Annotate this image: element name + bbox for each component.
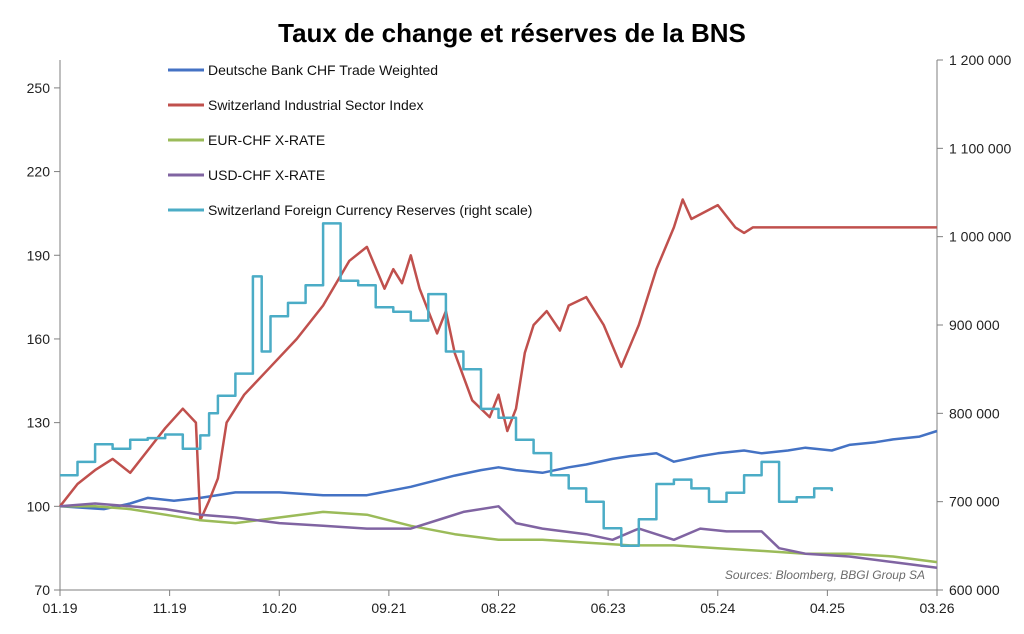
legend-label-industrial: Switzerland Industrial Sector Index — [208, 97, 424, 113]
legend: Deutsche Bank CHF Trade Weighted Switzerl… — [168, 62, 532, 218]
source-note: Sources: Bloomberg, BBGI Group SA — [725, 568, 925, 582]
left-tick-label: 160 — [27, 331, 51, 347]
chart-title: Taux de change et réserves de la BNS — [278, 18, 746, 48]
left-tick-label: 190 — [27, 247, 51, 263]
series-layer — [59, 198, 938, 569]
legend-label-db: Deutsche Bank CHF Trade Weighted — [208, 62, 438, 78]
right-tick-label: 900 000 — [949, 317, 1000, 333]
right-tick-label: 1 200 000 — [949, 52, 1011, 68]
left-tick-label: 220 — [27, 164, 51, 180]
right-tick-label: 1 000 000 — [949, 229, 1011, 245]
left-tick-label: 100 — [27, 498, 51, 514]
right-tick-label: 1 100 000 — [949, 140, 1011, 156]
series-line-industrial — [59, 198, 937, 522]
right-tick-label: 600 000 — [949, 582, 1000, 598]
x-tick-label: 08.22 — [481, 600, 516, 616]
legend-label-usdchf: USD-CHF X-RATE — [208, 167, 325, 183]
left-tick-label: 70 — [34, 582, 50, 598]
x-tick-label: 11.19 — [153, 600, 187, 616]
x-tick-label: 01.19 — [42, 600, 77, 616]
x-axis-ticks: 01.19 11.19 10.20 09.21 08.22 06.23 05.24 04.25… — [42, 590, 955, 616]
series-line-db — [59, 429, 938, 511]
x-tick-label: 06.23 — [591, 600, 626, 616]
legend-label-reserves: Switzerland Foreign Currency Reserves (r… — [208, 202, 532, 218]
x-tick-label: 03.26 — [919, 600, 954, 616]
series-line-usdchf — [59, 502, 938, 569]
legend-label-eurchf: EUR-CHF X-RATE — [208, 132, 325, 148]
left-tick-label: 250 — [27, 80, 51, 96]
x-tick-label: 10.20 — [262, 600, 297, 616]
right-axis-ticks: 600 000 700 000 800 000 900 000 1 000 000 1 1… — [937, 52, 1011, 598]
x-tick-label: 09.21 — [371, 600, 406, 616]
right-tick-label: 700 000 — [949, 494, 1000, 510]
left-axis-ticks: 70 100 130 160 190 220 250 — [27, 80, 60, 598]
x-tick-label: 05.24 — [700, 600, 735, 616]
left-tick-label: 130 — [27, 415, 51, 431]
series-line-eurchf — [60, 505, 938, 564]
series-line-reserves — [60, 222, 834, 548]
x-tick-label: 04.25 — [810, 600, 845, 616]
right-tick-label: 800 000 — [949, 405, 1000, 421]
